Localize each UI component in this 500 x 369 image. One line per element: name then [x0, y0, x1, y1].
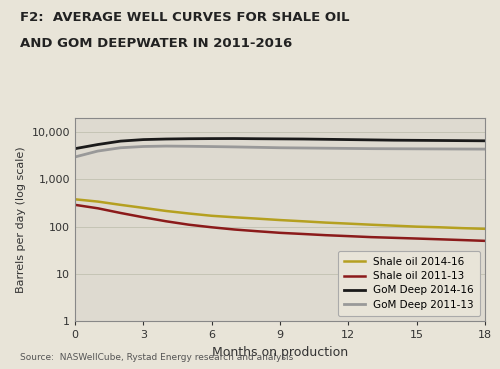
Shale oil 2014-16	[140, 206, 146, 210]
Shale oil 2011-13	[414, 236, 420, 241]
Shale oil 2011-13	[254, 229, 260, 234]
GoM Deep 2014-16	[208, 137, 214, 141]
GoM Deep 2011-13	[186, 144, 192, 148]
Shale oil 2011-13	[208, 225, 214, 230]
GoM Deep 2011-13	[322, 146, 328, 151]
Line: GoM Deep 2011-13: GoM Deep 2011-13	[75, 146, 485, 157]
GoM Deep 2011-13	[300, 146, 306, 150]
Shale oil 2014-16	[72, 197, 78, 201]
GoM Deep 2011-13	[346, 146, 352, 151]
Shale oil 2011-13	[140, 215, 146, 220]
Legend: Shale oil 2014-16, Shale oil 2011-13, GoM Deep 2014-16, GoM Deep 2011-13: Shale oil 2014-16, Shale oil 2011-13, Go…	[338, 251, 480, 316]
GoM Deep 2011-13	[163, 144, 169, 148]
Shale oil 2014-16	[391, 224, 397, 228]
Shale oil 2014-16	[208, 214, 214, 218]
Shale oil 2011-13	[118, 211, 124, 215]
Shale oil 2011-13	[391, 235, 397, 240]
Shale oil 2011-13	[277, 231, 283, 235]
GoM Deep 2011-13	[459, 147, 465, 151]
Shale oil 2014-16	[254, 216, 260, 221]
Y-axis label: Barrels per day (log scale): Barrels per day (log scale)	[16, 146, 26, 293]
GoM Deep 2014-16	[277, 137, 283, 141]
Text: AND GOM DEEPWATER IN 2011-2016: AND GOM DEEPWATER IN 2011-2016	[20, 37, 292, 50]
Shale oil 2011-13	[163, 219, 169, 224]
GoM Deep 2014-16	[459, 138, 465, 143]
GoM Deep 2014-16	[391, 138, 397, 142]
Shale oil 2014-16	[414, 224, 420, 229]
Shale oil 2011-13	[186, 223, 192, 227]
GoM Deep 2011-13	[436, 147, 442, 151]
GoM Deep 2014-16	[95, 142, 101, 147]
GoM Deep 2014-16	[368, 138, 374, 142]
GoM Deep 2014-16	[163, 137, 169, 141]
GoM Deep 2014-16	[482, 139, 488, 143]
GoM Deep 2014-16	[436, 138, 442, 143]
Shale oil 2014-16	[118, 203, 124, 207]
GoM Deep 2014-16	[322, 137, 328, 142]
Line: Shale oil 2014-16: Shale oil 2014-16	[75, 199, 485, 229]
Line: Shale oil 2011-13: Shale oil 2011-13	[75, 205, 485, 241]
Shale oil 2011-13	[482, 239, 488, 243]
Shale oil 2011-13	[300, 232, 306, 236]
Line: GoM Deep 2014-16: GoM Deep 2014-16	[75, 138, 485, 149]
Shale oil 2014-16	[482, 227, 488, 231]
Shale oil 2014-16	[436, 225, 442, 230]
Shale oil 2014-16	[346, 221, 352, 226]
GoM Deep 2014-16	[186, 137, 192, 141]
Shale oil 2014-16	[95, 199, 101, 204]
Shale oil 2014-16	[368, 223, 374, 227]
Shale oil 2011-13	[459, 238, 465, 242]
GoM Deep 2014-16	[232, 136, 237, 141]
Text: Source:  NASWellCube, Rystad Energy research and analysis: Source: NASWellCube, Rystad Energy resea…	[20, 353, 293, 362]
GoM Deep 2014-16	[254, 137, 260, 141]
Shale oil 2011-13	[232, 227, 237, 232]
Shale oil 2011-13	[436, 237, 442, 241]
GoM Deep 2011-13	[208, 144, 214, 149]
X-axis label: Months on production: Months on production	[212, 346, 348, 359]
GoM Deep 2011-13	[277, 145, 283, 150]
GoM Deep 2011-13	[482, 147, 488, 151]
GoM Deep 2014-16	[140, 137, 146, 142]
Shale oil 2014-16	[232, 215, 237, 220]
Shale oil 2011-13	[95, 206, 101, 210]
GoM Deep 2011-13	[72, 155, 78, 159]
GoM Deep 2011-13	[118, 145, 124, 150]
Shale oil 2014-16	[277, 218, 283, 222]
GoM Deep 2011-13	[232, 145, 237, 149]
Shale oil 2011-13	[368, 235, 374, 239]
GoM Deep 2014-16	[346, 137, 352, 142]
Shale oil 2014-16	[322, 220, 328, 225]
GoM Deep 2014-16	[414, 138, 420, 142]
GoM Deep 2014-16	[118, 139, 124, 143]
Text: F2:  AVERAGE WELL CURVES FOR SHALE OIL: F2: AVERAGE WELL CURVES FOR SHALE OIL	[20, 11, 349, 24]
Shale oil 2014-16	[186, 211, 192, 216]
GoM Deep 2014-16	[72, 146, 78, 151]
GoM Deep 2011-13	[254, 145, 260, 149]
Shale oil 2014-16	[459, 226, 465, 230]
GoM Deep 2011-13	[140, 144, 146, 149]
GoM Deep 2011-13	[95, 149, 101, 153]
GoM Deep 2011-13	[391, 146, 397, 151]
Shale oil 2014-16	[163, 209, 169, 213]
Shale oil 2014-16	[300, 219, 306, 224]
Shale oil 2011-13	[72, 203, 78, 207]
Shale oil 2011-13	[346, 234, 352, 238]
GoM Deep 2011-13	[368, 146, 374, 151]
GoM Deep 2011-13	[414, 146, 420, 151]
GoM Deep 2014-16	[300, 137, 306, 141]
Shale oil 2011-13	[322, 233, 328, 237]
